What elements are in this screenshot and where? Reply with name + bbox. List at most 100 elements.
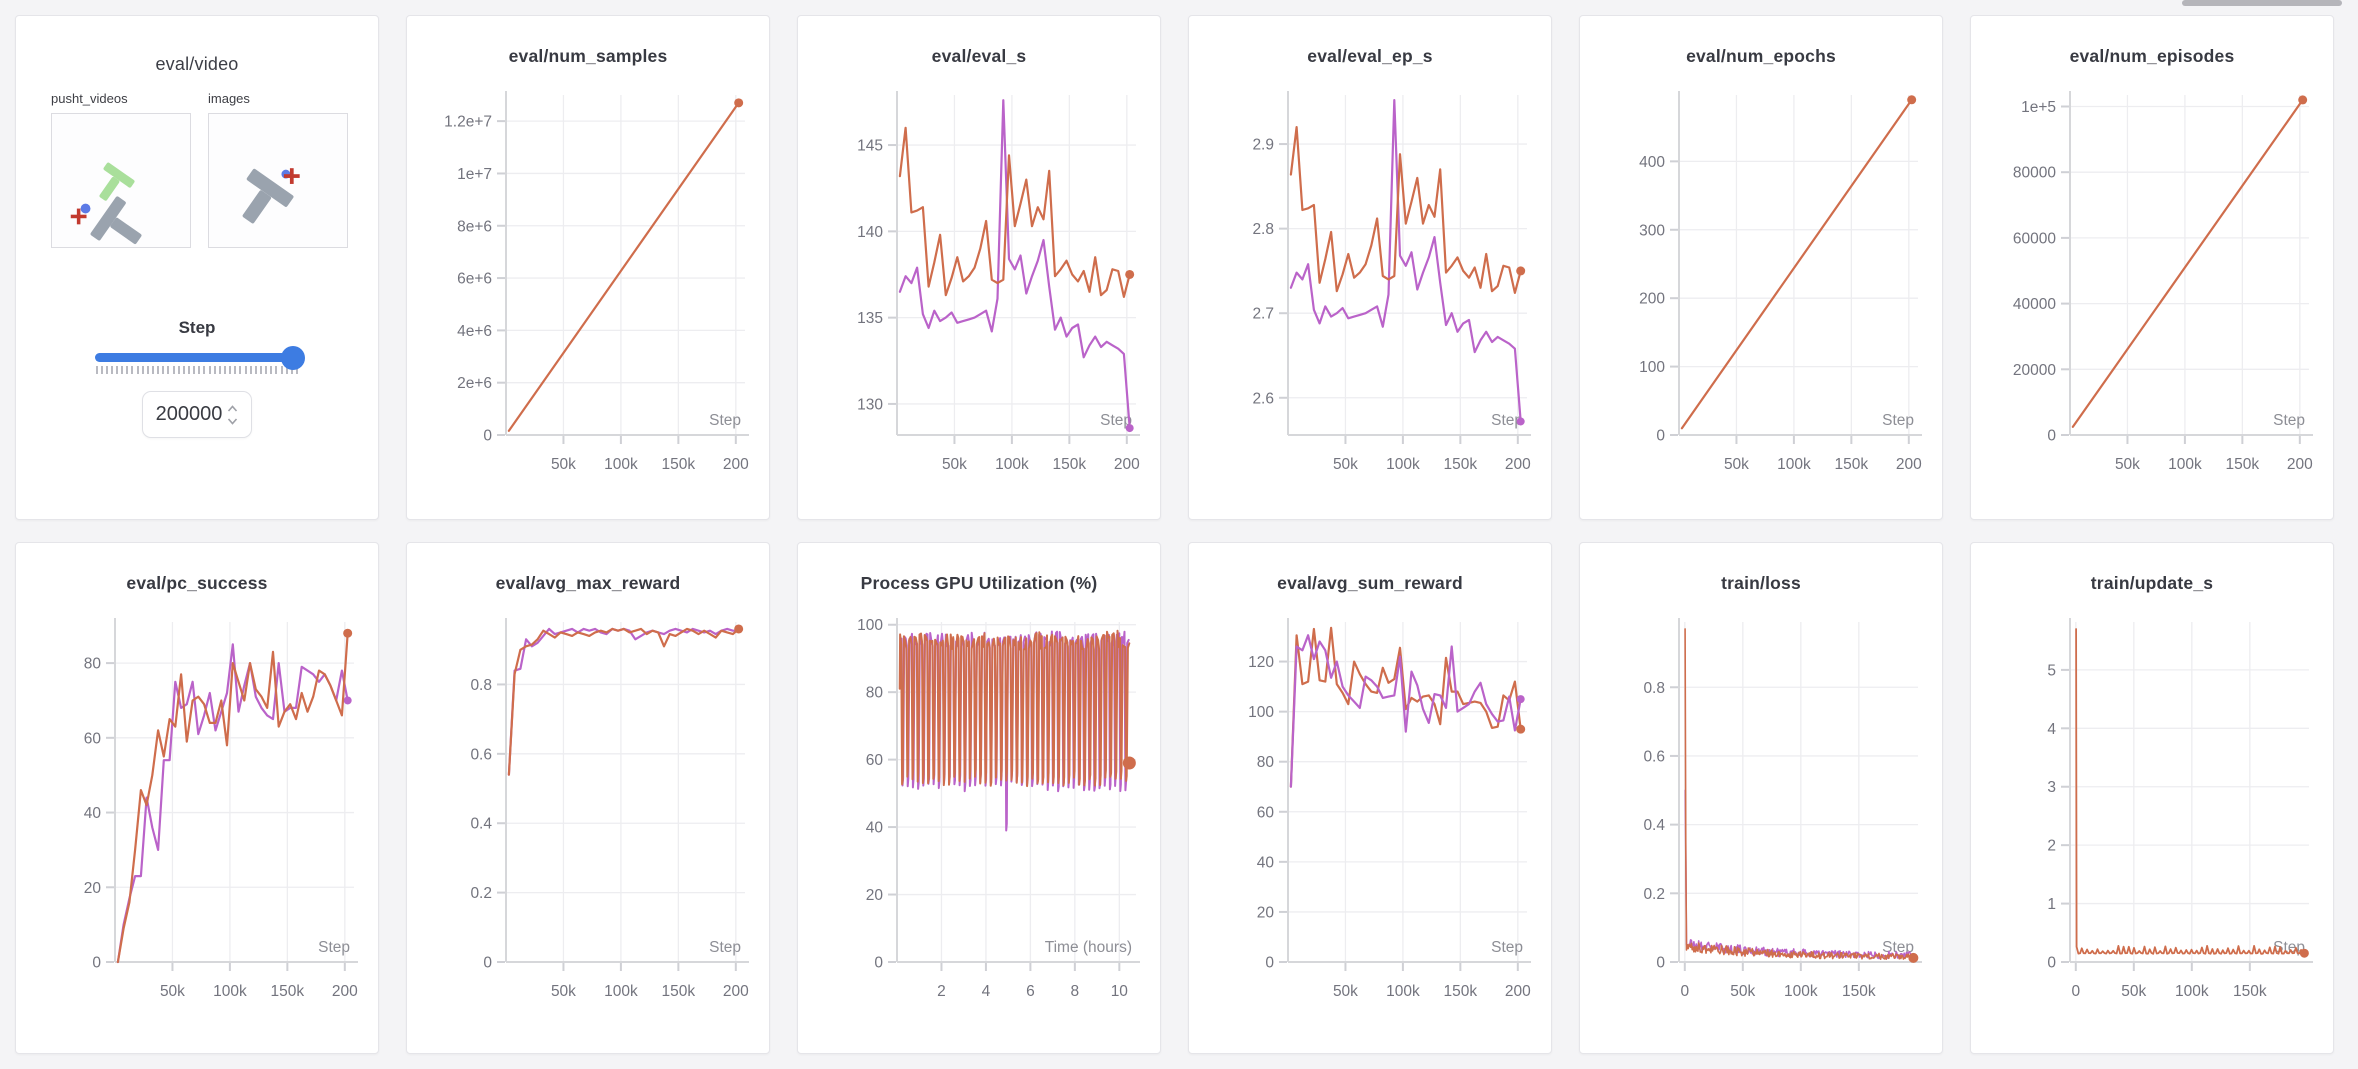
svg-text:0: 0 <box>2047 428 2056 445</box>
chart-canvas-gpu-utilization[interactable]: 0 20 40 60 80 100 2 4 6 8 10 Time (hours) <box>798 610 1161 1046</box>
svg-text:120: 120 <box>1248 654 1274 671</box>
chart-canvas-eval-eval-ep-s[interactable]: 2.6 2.7 2.8 2.9 50k 100k 150k 200 Step <box>1189 83 1552 519</box>
svg-text:100: 100 <box>1639 359 1665 376</box>
panel-eval-avg-max-reward[interactable]: eval/avg_max_reward 0 0.2 0.4 0.6 0.8 50k 100k… <box>406 542 770 1054</box>
step-input[interactable]: 200000 <box>142 391 252 438</box>
svg-text:200: 200 <box>723 983 749 1000</box>
svg-text:0: 0 <box>1680 983 1689 1000</box>
svg-text:2.7: 2.7 <box>1252 306 1274 323</box>
svg-text:50k: 50k <box>1333 983 1358 1000</box>
chart-canvas-eval-avg-max-reward[interactable]: 0 0.2 0.4 0.6 0.8 50k 100k 150k 200 Step <box>407 610 770 1046</box>
svg-text:150k: 150k <box>271 983 305 1000</box>
svg-text:20: 20 <box>84 880 102 897</box>
svg-text:50k: 50k <box>160 983 185 1000</box>
chart-title: eval/num_episodes <box>2069 46 2235 66</box>
chart-canvas-eval-num-epochs[interactable]: 0 100 200 300 400 50k 100k 150k 200 Step <box>1580 83 1943 519</box>
svg-text:Step: Step <box>1491 412 1523 429</box>
chart-canvas-eval-eval-s[interactable]: 130 135 140 145 50k 100k 150k 200 Step <box>798 83 1161 519</box>
chart-canvas-eval-num-samples[interactable]: 0 2e+6 4e+6 6e+6 8e+6 1e+7 1.2e+7 50k 100k 150k 20… <box>407 83 770 519</box>
svg-text:20: 20 <box>1257 904 1275 921</box>
svg-text:4: 4 <box>982 983 991 1000</box>
svg-text:Step: Step <box>318 939 350 956</box>
svg-text:Step: Step <box>2273 412 2305 429</box>
chart-title: eval/pc_success <box>126 573 268 593</box>
svg-text:8e+6: 8e+6 <box>457 218 492 235</box>
svg-text:8: 8 <box>1071 983 1080 1000</box>
chart-canvas-train-loss[interactable]: 0 0.2 0.4 0.6 0.8 0 50k 100k 150k Step <box>1580 610 1943 1046</box>
step-input-value[interactable]: 200000 <box>155 403 223 425</box>
svg-text:200: 200 <box>1639 291 1665 308</box>
svg-text:50k: 50k <box>1724 456 1749 473</box>
svg-text:1.2e+7: 1.2e+7 <box>444 114 492 131</box>
svg-text:80: 80 <box>866 685 884 702</box>
svg-text:100: 100 <box>857 617 883 634</box>
svg-text:145: 145 <box>857 138 883 155</box>
svg-text:10: 10 <box>1111 983 1129 1000</box>
svg-text:80: 80 <box>1257 754 1275 771</box>
slider-track[interactable] <box>94 345 305 370</box>
svg-text:100k: 100k <box>995 456 1029 473</box>
svg-text:150k: 150k <box>2226 456 2260 473</box>
chart-title: eval/avg_max_reward <box>495 573 681 593</box>
svg-text:2.9: 2.9 <box>1252 137 1274 154</box>
panel-eval-video[interactable]: eval/video pusht_videos <box>15 15 379 520</box>
svg-text:Step: Step <box>1491 939 1523 956</box>
images-scene-icon <box>242 168 300 224</box>
svg-text:40: 40 <box>84 805 102 822</box>
svg-text:100: 100 <box>1248 704 1274 721</box>
horizontal-scrollbar-thumb[interactable] <box>2182 0 2342 6</box>
step-slider[interactable] <box>94 345 305 374</box>
panel-eval-eval-ep-s[interactable]: eval/eval_ep_s 2.6 2.7 2.8 2.9 50k 100k 150k 20… <box>1188 15 1552 520</box>
svg-text:50k: 50k <box>1730 983 1755 1000</box>
svg-text:0: 0 <box>1656 955 1665 972</box>
panel-eval-eval-s[interactable]: eval/eval_s 130 135 140 145 50k 100k 150k 200 St… <box>797 15 1161 520</box>
panel-gpu-utilization[interactable]: Process GPU Utilization (%) 0 20 40 60 80 100… <box>797 542 1161 1054</box>
media-pusht-videos[interactable]: pusht_videos <box>51 91 191 248</box>
panel-train-loss[interactable]: train/loss 0 0.2 0.4 0.6 0.8 0 50k 100k 150k Step <box>1579 542 1943 1054</box>
svg-text:0.8: 0.8 <box>470 677 492 694</box>
svg-text:150k: 150k <box>1444 983 1478 1000</box>
svg-text:3: 3 <box>2047 779 2056 796</box>
svg-text:150k: 150k <box>1842 983 1876 1000</box>
svg-text:150k: 150k <box>662 983 696 1000</box>
svg-text:50k: 50k <box>942 456 967 473</box>
chart-title: eval/eval_s <box>931 46 1027 66</box>
svg-text:4e+6: 4e+6 <box>457 323 492 340</box>
pusht-video-thumbnail[interactable] <box>51 113 191 248</box>
chart-canvas-eval-num-episodes[interactable]: 0 20000 40000 60000 80000 1e+5 50k 100k 150k 200 S… <box>1971 83 2334 519</box>
panel-eval-avg-sum-reward[interactable]: eval/avg_sum_reward 0 20 40 60 80 100 120 50k 10… <box>1188 542 1552 1054</box>
svg-text:40000: 40000 <box>2013 296 2056 313</box>
chart-canvas-eval-avg-sum-reward[interactable]: 0 20 40 60 80 100 120 50k 100k 150k 200 Step <box>1189 610 1552 1046</box>
panel-eval-num-epochs[interactable]: eval/num_epochs 0 100 200 300 400 50k 100k 150k… <box>1579 15 1943 520</box>
svg-text:0: 0 <box>874 955 883 972</box>
svg-text:150k: 150k <box>2233 983 2267 1000</box>
svg-text:0.8: 0.8 <box>1643 680 1665 697</box>
panel-eval-num-episodes[interactable]: eval/num_episodes 0 20000 40000 60000 80000 1… <box>1970 15 2334 520</box>
svg-text:150k: 150k <box>662 456 696 473</box>
svg-text:40: 40 <box>1257 854 1275 871</box>
svg-text:0.6: 0.6 <box>470 746 492 763</box>
step-slider-label: Step <box>178 318 216 337</box>
svg-text:4: 4 <box>2047 721 2056 738</box>
svg-text:80: 80 <box>84 656 102 673</box>
svg-text:0.2: 0.2 <box>1643 886 1665 903</box>
spinner-chevrons-icon[interactable] <box>227 403 238 427</box>
chart-canvas-eval-pc-success[interactable]: 0 20 40 60 80 50k 100k 150k 200 Step <box>16 610 379 1046</box>
svg-text:60: 60 <box>866 752 884 769</box>
svg-text:Step: Step <box>709 939 741 956</box>
svg-text:1e+5: 1e+5 <box>2021 99 2056 116</box>
target-cross-icon <box>283 168 300 184</box>
slider-knob[interactable] <box>280 345 305 370</box>
media-images[interactable]: images <box>208 91 348 248</box>
svg-text:0: 0 <box>1656 428 1665 445</box>
svg-text:Step: Step <box>709 412 741 429</box>
images-thumbnail[interactable] <box>208 113 348 248</box>
svg-text:50k: 50k <box>1333 456 1358 473</box>
panel-eval-pc-success[interactable]: eval/pc_success 0 20 40 60 80 50k 100k 150k 200 S… <box>15 542 379 1054</box>
svg-text:150k: 150k <box>1835 456 1869 473</box>
panel-eval-num-samples[interactable]: eval/num_samples 0 2e+6 4e+6 6e+6 8e+6 1e+7 1.… <box>406 15 770 520</box>
svg-text:60: 60 <box>1257 804 1275 821</box>
panel-train-update-s[interactable]: train/update_s 0 1 2 3 4 5 0 50k 100k 150k Step <box>1970 542 2334 1054</box>
svg-text:20: 20 <box>866 887 884 904</box>
